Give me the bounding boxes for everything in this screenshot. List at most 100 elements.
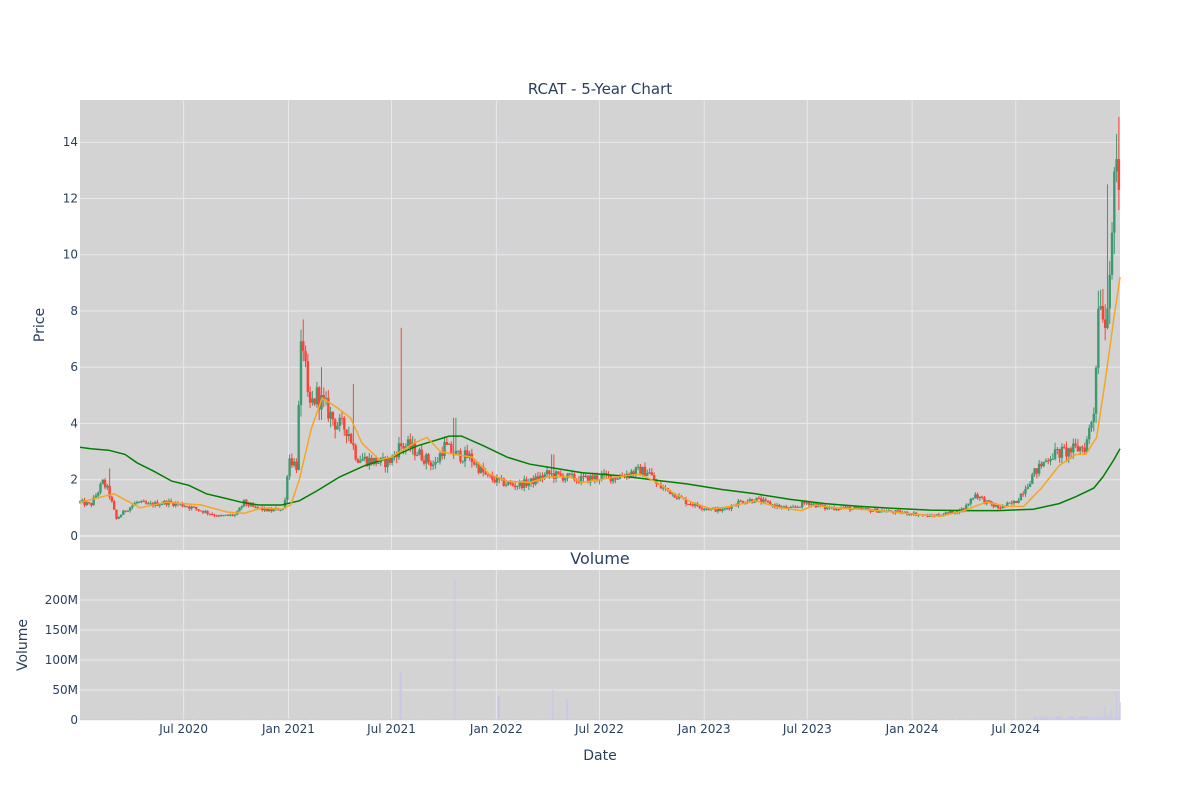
volume-bar xyxy=(277,719,279,721)
volume-bar xyxy=(216,719,218,721)
volume-bar xyxy=(851,719,853,721)
candle-body xyxy=(279,509,282,511)
volume-bar xyxy=(807,719,809,721)
candle-body xyxy=(737,500,740,506)
volume-bar xyxy=(203,719,205,720)
volume-bar xyxy=(659,718,661,720)
volume-bar xyxy=(291,718,293,720)
volume-bar xyxy=(1113,718,1115,720)
volume-bar xyxy=(929,719,931,720)
volume-bar xyxy=(593,719,595,720)
volume-bar xyxy=(890,719,892,720)
volume-bar xyxy=(848,718,850,720)
volume-bar xyxy=(1100,715,1102,720)
volume-bar xyxy=(454,579,456,720)
candle-body xyxy=(769,502,772,506)
volume-bar xyxy=(948,719,950,720)
volume-bar xyxy=(1084,716,1086,720)
candle-body xyxy=(377,462,380,464)
volume-bar xyxy=(312,719,315,720)
volume-bar xyxy=(271,719,274,721)
volume-bar xyxy=(218,719,220,720)
volume-bar xyxy=(1108,718,1110,720)
volume-bar xyxy=(809,718,811,720)
volume-bar xyxy=(783,719,785,720)
volume-bar xyxy=(255,718,258,720)
volume-bar xyxy=(746,719,749,720)
volume-bar xyxy=(564,718,566,720)
volume-bar xyxy=(933,718,935,720)
volume-bar xyxy=(298,719,300,720)
volume-bar xyxy=(267,719,269,721)
volume-bar xyxy=(221,719,223,720)
candle-body xyxy=(261,507,264,511)
volume-bar xyxy=(323,719,325,721)
volume-bar xyxy=(931,718,933,720)
volume-bar xyxy=(275,719,277,720)
volume-bar xyxy=(465,718,467,720)
volume-bar xyxy=(568,719,570,720)
candle-body xyxy=(1076,445,1080,452)
volume-bar xyxy=(606,719,609,720)
volume-bar xyxy=(132,719,135,721)
candle-body xyxy=(632,471,635,474)
candle-body xyxy=(778,505,781,508)
volume-bar xyxy=(212,718,214,720)
volume-bar xyxy=(1033,715,1036,720)
volume-bar xyxy=(336,719,339,720)
volume-bar xyxy=(954,719,956,721)
volume-bar xyxy=(506,719,508,721)
volume-bar xyxy=(934,718,937,720)
volume-bar xyxy=(443,718,446,720)
volume-bar xyxy=(187,718,189,720)
candle-body xyxy=(181,503,184,507)
candle-body xyxy=(470,453,474,463)
volume-bar xyxy=(1061,718,1063,720)
candle-body xyxy=(707,508,710,510)
candle-body xyxy=(798,506,802,508)
volume-bar xyxy=(1030,719,1032,721)
volume-bar xyxy=(130,719,132,720)
volume-bar xyxy=(957,719,959,720)
volume-bar xyxy=(1087,716,1089,720)
volume-bar xyxy=(974,719,976,720)
volume-bar xyxy=(320,718,323,720)
volume-bar xyxy=(554,718,556,720)
volume-bar xyxy=(178,719,180,720)
volume-bar xyxy=(390,719,392,720)
volume-bar xyxy=(480,719,482,721)
volume-bar xyxy=(254,719,257,720)
candle-body xyxy=(208,513,212,515)
candle-body xyxy=(327,397,330,419)
volume-bar xyxy=(631,719,634,720)
candle-body xyxy=(605,472,608,475)
candle-body xyxy=(368,457,371,466)
volume-bar xyxy=(863,718,865,720)
volume-bar xyxy=(884,719,886,720)
volume-bar xyxy=(681,719,684,720)
volume-bar xyxy=(705,718,708,720)
volume-bar xyxy=(1063,717,1065,720)
candle-body xyxy=(112,501,116,510)
candle-body xyxy=(313,398,316,405)
volume-bar xyxy=(621,719,623,720)
volume-bar xyxy=(1082,716,1085,720)
volume-bar xyxy=(897,719,899,720)
candle-body xyxy=(1103,319,1107,328)
volume-bar xyxy=(120,719,122,720)
volume-bar xyxy=(749,718,751,720)
volume-bar xyxy=(361,719,364,721)
volume-bar xyxy=(234,719,236,720)
candle-body xyxy=(616,478,619,480)
volume-bar xyxy=(981,719,983,721)
volume-bar xyxy=(883,719,885,720)
candle-body xyxy=(1051,458,1054,460)
volume-bar xyxy=(169,719,171,720)
volume-bar xyxy=(947,719,949,720)
candle-body xyxy=(580,476,583,483)
volume-bar xyxy=(171,719,173,720)
candle-body xyxy=(1101,306,1105,320)
volume-bar xyxy=(315,719,317,720)
volume-bar xyxy=(832,719,834,720)
